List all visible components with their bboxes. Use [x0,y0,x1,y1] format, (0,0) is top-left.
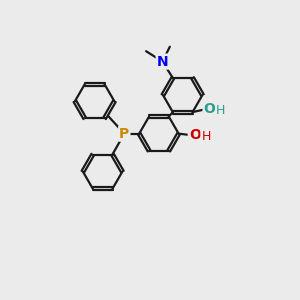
Text: H: H [201,130,211,143]
Text: O: O [189,128,201,142]
Text: P: P [119,127,129,141]
Text: O: O [204,102,215,116]
Text: H: H [216,104,226,117]
Text: N: N [157,55,168,69]
